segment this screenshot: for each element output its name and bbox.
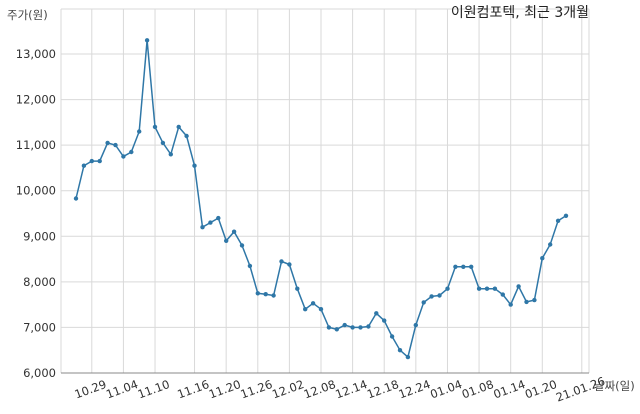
price-point: [334, 327, 339, 332]
price-point: [105, 140, 110, 146]
x-tick-label: 01.08: [460, 377, 496, 401]
y-axis-label: 주가(원): [7, 8, 48, 22]
price-point: [89, 158, 95, 164]
chart-title: 이원컴포텍, 최근 3개월: [451, 5, 589, 21]
price-point: [421, 300, 426, 305]
price-point: [484, 286, 490, 291]
price-point: [413, 322, 418, 328]
price-point: [310, 301, 316, 306]
axes: 6,000 7,000 8,000 9,000 10,000 11,000 12,000 13…: [16, 47, 607, 405]
price-point: [476, 286, 482, 291]
price-point: [326, 325, 332, 330]
price-point: [97, 158, 102, 164]
x-tick-label: 11.26: [239, 377, 275, 401]
x-tick-label: 01.14: [491, 377, 527, 401]
x-tick-label: 12.02: [270, 377, 306, 401]
price-point: [563, 213, 569, 218]
price-point: [382, 318, 387, 323]
price-point: [318, 307, 324, 312]
price-point: [374, 311, 379, 316]
price-point: [239, 243, 245, 248]
price-point: [287, 262, 292, 267]
price-point: [516, 284, 521, 289]
price-point: [160, 140, 166, 146]
price-point: [469, 264, 474, 269]
y-tick-label: 7,000: [23, 320, 56, 334]
x-tick-label: 01.04: [428, 377, 464, 401]
price-point: [81, 163, 87, 168]
price-point: [295, 286, 300, 291]
price-point: [445, 286, 450, 291]
y-tick-label: 11,000: [16, 138, 56, 152]
price-point: [508, 302, 513, 307]
price-point: [113, 142, 118, 148]
price-point: [192, 163, 197, 168]
price-point: [500, 292, 505, 297]
price-point: [342, 322, 347, 328]
y-tick-label: 13,000: [16, 47, 56, 61]
price-point: [453, 264, 458, 269]
price-point: [168, 152, 173, 157]
price-point: [263, 292, 268, 297]
x-tick-label: 12.18: [365, 377, 401, 401]
grid-lines: [60, 8, 590, 374]
price-point: [247, 263, 253, 269]
x-tick-label: 11.04: [104, 377, 140, 401]
price-point: [255, 291, 260, 296]
price-point: [200, 225, 205, 230]
price-point: [532, 297, 537, 303]
y-tick-label: 9,000: [23, 229, 56, 243]
price-point: [184, 133, 189, 139]
price-point: [279, 259, 284, 264]
price-point: [121, 154, 126, 159]
price-point: [224, 238, 229, 243]
price-series: [73, 38, 569, 360]
x-tick-label: 11.10: [136, 377, 172, 401]
x-tick-label: 11.16: [175, 377, 211, 401]
price-point: [129, 149, 134, 155]
price-point: [389, 334, 395, 339]
price-point: [461, 264, 466, 269]
x-axis-label: 날짜(일): [594, 379, 635, 393]
price-point: [437, 293, 442, 298]
price-point: [397, 348, 403, 353]
price-point: [366, 324, 371, 329]
price-point: [216, 215, 221, 221]
price-point: [137, 129, 142, 134]
price-point: [144, 38, 150, 43]
price-point: [555, 218, 561, 223]
x-tick-label: 12.08: [302, 377, 338, 401]
x-tick-label: 12.24: [397, 377, 433, 401]
y-tick-label: 8,000: [23, 275, 56, 289]
price-point: [492, 286, 498, 291]
price-point: [429, 294, 434, 299]
y-tick-label: 12,000: [16, 93, 56, 107]
price-point: [350, 325, 355, 330]
x-tick-label: 01.20: [523, 377, 559, 401]
y-tick-label: 10,000: [16, 184, 56, 198]
x-tick-label: 12.14: [333, 377, 369, 401]
price-point: [271, 293, 276, 298]
price-point: [358, 325, 363, 330]
price-point: [176, 124, 181, 130]
price-point: [152, 124, 158, 130]
price-point: [73, 196, 79, 201]
x-tick-label: 11.20: [207, 377, 243, 401]
price-point: [524, 299, 529, 305]
price-point: [208, 220, 213, 225]
price-point: [548, 242, 553, 247]
price-point: [405, 354, 411, 360]
y-tick-label: 6,000: [23, 366, 56, 380]
price-point: [231, 229, 237, 234]
x-tick-label: 10.29: [73, 377, 109, 401]
price-point: [303, 307, 308, 312]
price-point: [540, 256, 545, 261]
